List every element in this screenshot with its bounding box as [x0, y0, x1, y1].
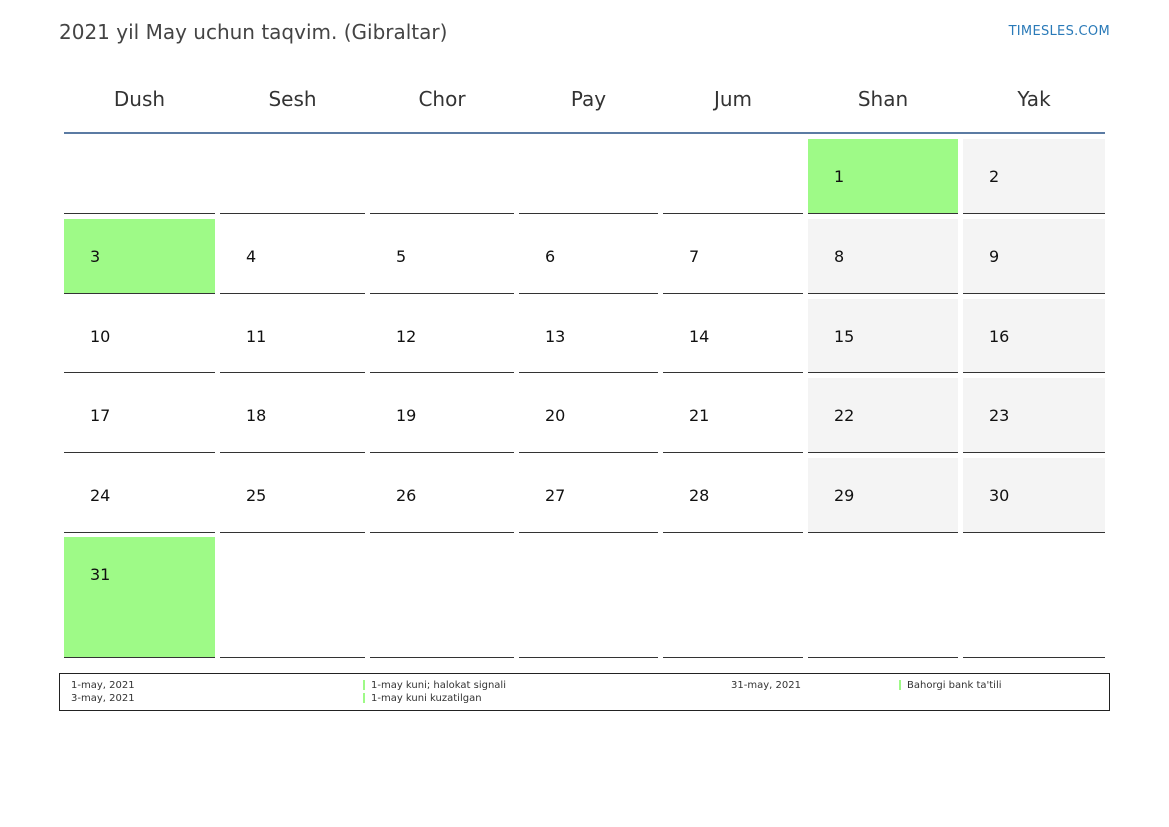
- legend-holiday-name: 1-may kuni kuzatilgan: [371, 693, 482, 704]
- day-cell-weekend[interactable]: 2: [963, 139, 1105, 214]
- day-cell-empty: [370, 537, 514, 658]
- day-number: 30: [989, 486, 1010, 505]
- day-cell-weekend[interactable]: 16: [963, 299, 1105, 373]
- holiday-color-marker: [363, 693, 365, 703]
- legend-date: 1-may, 2021: [71, 680, 135, 691]
- day-number: 20: [545, 406, 566, 425]
- day-cell-empty: [519, 537, 658, 658]
- day-cell-weekend[interactable]: 30: [963, 458, 1105, 533]
- day-number: 3: [90, 247, 101, 266]
- day-number: 9: [989, 247, 1000, 266]
- day-number: 13: [545, 327, 566, 346]
- day-number: 11: [246, 327, 267, 346]
- day-number: 26: [396, 486, 417, 505]
- page-title: 2021 yil May uchun taqvim. (Gibraltar): [59, 20, 448, 44]
- day-cell-empty: [64, 139, 215, 214]
- holiday-color-marker: [899, 680, 901, 690]
- day-number: 17: [90, 406, 111, 425]
- day-number: 1: [834, 167, 845, 186]
- legend-holiday-name: Bahorgi bank ta'tili: [907, 680, 1002, 691]
- day-cell[interactable]: 6: [519, 219, 658, 294]
- weekday-sun: Yak: [1017, 87, 1051, 111]
- weekday-tue: Sesh: [268, 87, 317, 111]
- day-cell[interactable]: 13: [519, 299, 658, 373]
- day-number: 5: [396, 247, 407, 266]
- day-cell-holiday[interactable]: 31: [64, 537, 215, 658]
- day-cell[interactable]: 7: [663, 219, 803, 294]
- day-number: 21: [689, 406, 710, 425]
- day-number: 22: [834, 406, 855, 425]
- site-link[interactable]: TIMESLES.COM: [1008, 24, 1110, 39]
- day-cell-empty: [663, 537, 803, 658]
- day-cell-holiday[interactable]: 3: [64, 219, 215, 294]
- day-cell-empty: [963, 537, 1105, 658]
- day-number: 19: [396, 406, 417, 425]
- day-cell[interactable]: 12: [370, 299, 514, 373]
- day-cell[interactable]: 18: [220, 378, 365, 453]
- day-cell-empty: [808, 537, 958, 658]
- day-cell[interactable]: 20: [519, 378, 658, 453]
- day-cell[interactable]: 5: [370, 219, 514, 294]
- day-number: 24: [90, 486, 111, 505]
- day-number: 14: [689, 327, 710, 346]
- day-number: 7: [689, 247, 700, 266]
- day-cell-empty: [663, 139, 803, 214]
- weekday-thu: Pay: [570, 87, 607, 111]
- day-number: 29: [834, 486, 855, 505]
- day-cell[interactable]: 28: [663, 458, 803, 533]
- day-cell[interactable]: 19: [370, 378, 514, 453]
- day-number: 27: [545, 486, 566, 505]
- legend-holiday-name: 1-may kuni; halokat signali: [371, 680, 506, 691]
- day-cell[interactable]: 21: [663, 378, 803, 453]
- day-cell-weekend[interactable]: 29: [808, 458, 958, 533]
- day-cell-empty: [220, 537, 365, 658]
- day-cell-empty: [370, 139, 514, 214]
- day-cell-weekend[interactable]: 15: [808, 299, 958, 373]
- day-cell[interactable]: 25: [220, 458, 365, 533]
- day-cell[interactable]: 10: [64, 299, 215, 373]
- day-cell[interactable]: 4: [220, 219, 365, 294]
- day-number: 10: [90, 327, 111, 346]
- weekday-header: Dush Sesh Chor Pay Jum Shan Yak: [64, 70, 1105, 134]
- day-cell[interactable]: 17: [64, 378, 215, 453]
- day-number: 15: [834, 327, 855, 346]
- day-cell[interactable]: 27: [519, 458, 658, 533]
- day-cell[interactable]: 24: [64, 458, 215, 533]
- day-cell-empty: [519, 139, 658, 214]
- legend-date: 3-may, 2021: [71, 693, 135, 704]
- day-cell[interactable]: 14: [663, 299, 803, 373]
- holiday-legend: 1-may, 2021 1-may kuni; halokat signali …: [59, 673, 1110, 711]
- day-number: 25: [246, 486, 267, 505]
- day-number: 2: [989, 167, 1000, 186]
- day-cell[interactable]: 11: [220, 299, 365, 373]
- weekday-fri: Jum: [713, 87, 753, 111]
- day-number: 16: [989, 327, 1010, 346]
- day-cell-weekend[interactable]: 23: [963, 378, 1105, 453]
- legend-date: 31-may, 2021: [731, 680, 801, 691]
- day-cell-weekend[interactable]: 9: [963, 219, 1105, 294]
- day-number: 28: [689, 486, 710, 505]
- day-cell[interactable]: 26: [370, 458, 514, 533]
- weekday-mon: Dush: [113, 87, 166, 111]
- day-cell-holiday[interactable]: 1: [808, 139, 958, 214]
- day-number: 23: [989, 406, 1010, 425]
- weekday-wed: Chor: [418, 87, 466, 111]
- day-cell-empty: [220, 139, 365, 214]
- holiday-color-marker: [363, 680, 365, 690]
- day-number: 12: [396, 327, 417, 346]
- day-number: 6: [545, 247, 556, 266]
- day-number: 18: [246, 406, 267, 425]
- weekday-sat: Shan: [857, 87, 909, 111]
- day-cell-weekend[interactable]: 22: [808, 378, 958, 453]
- day-number: 31: [90, 565, 111, 584]
- day-number: 4: [246, 247, 257, 266]
- day-cell-weekend[interactable]: 8: [808, 219, 958, 294]
- day-number: 8: [834, 247, 845, 266]
